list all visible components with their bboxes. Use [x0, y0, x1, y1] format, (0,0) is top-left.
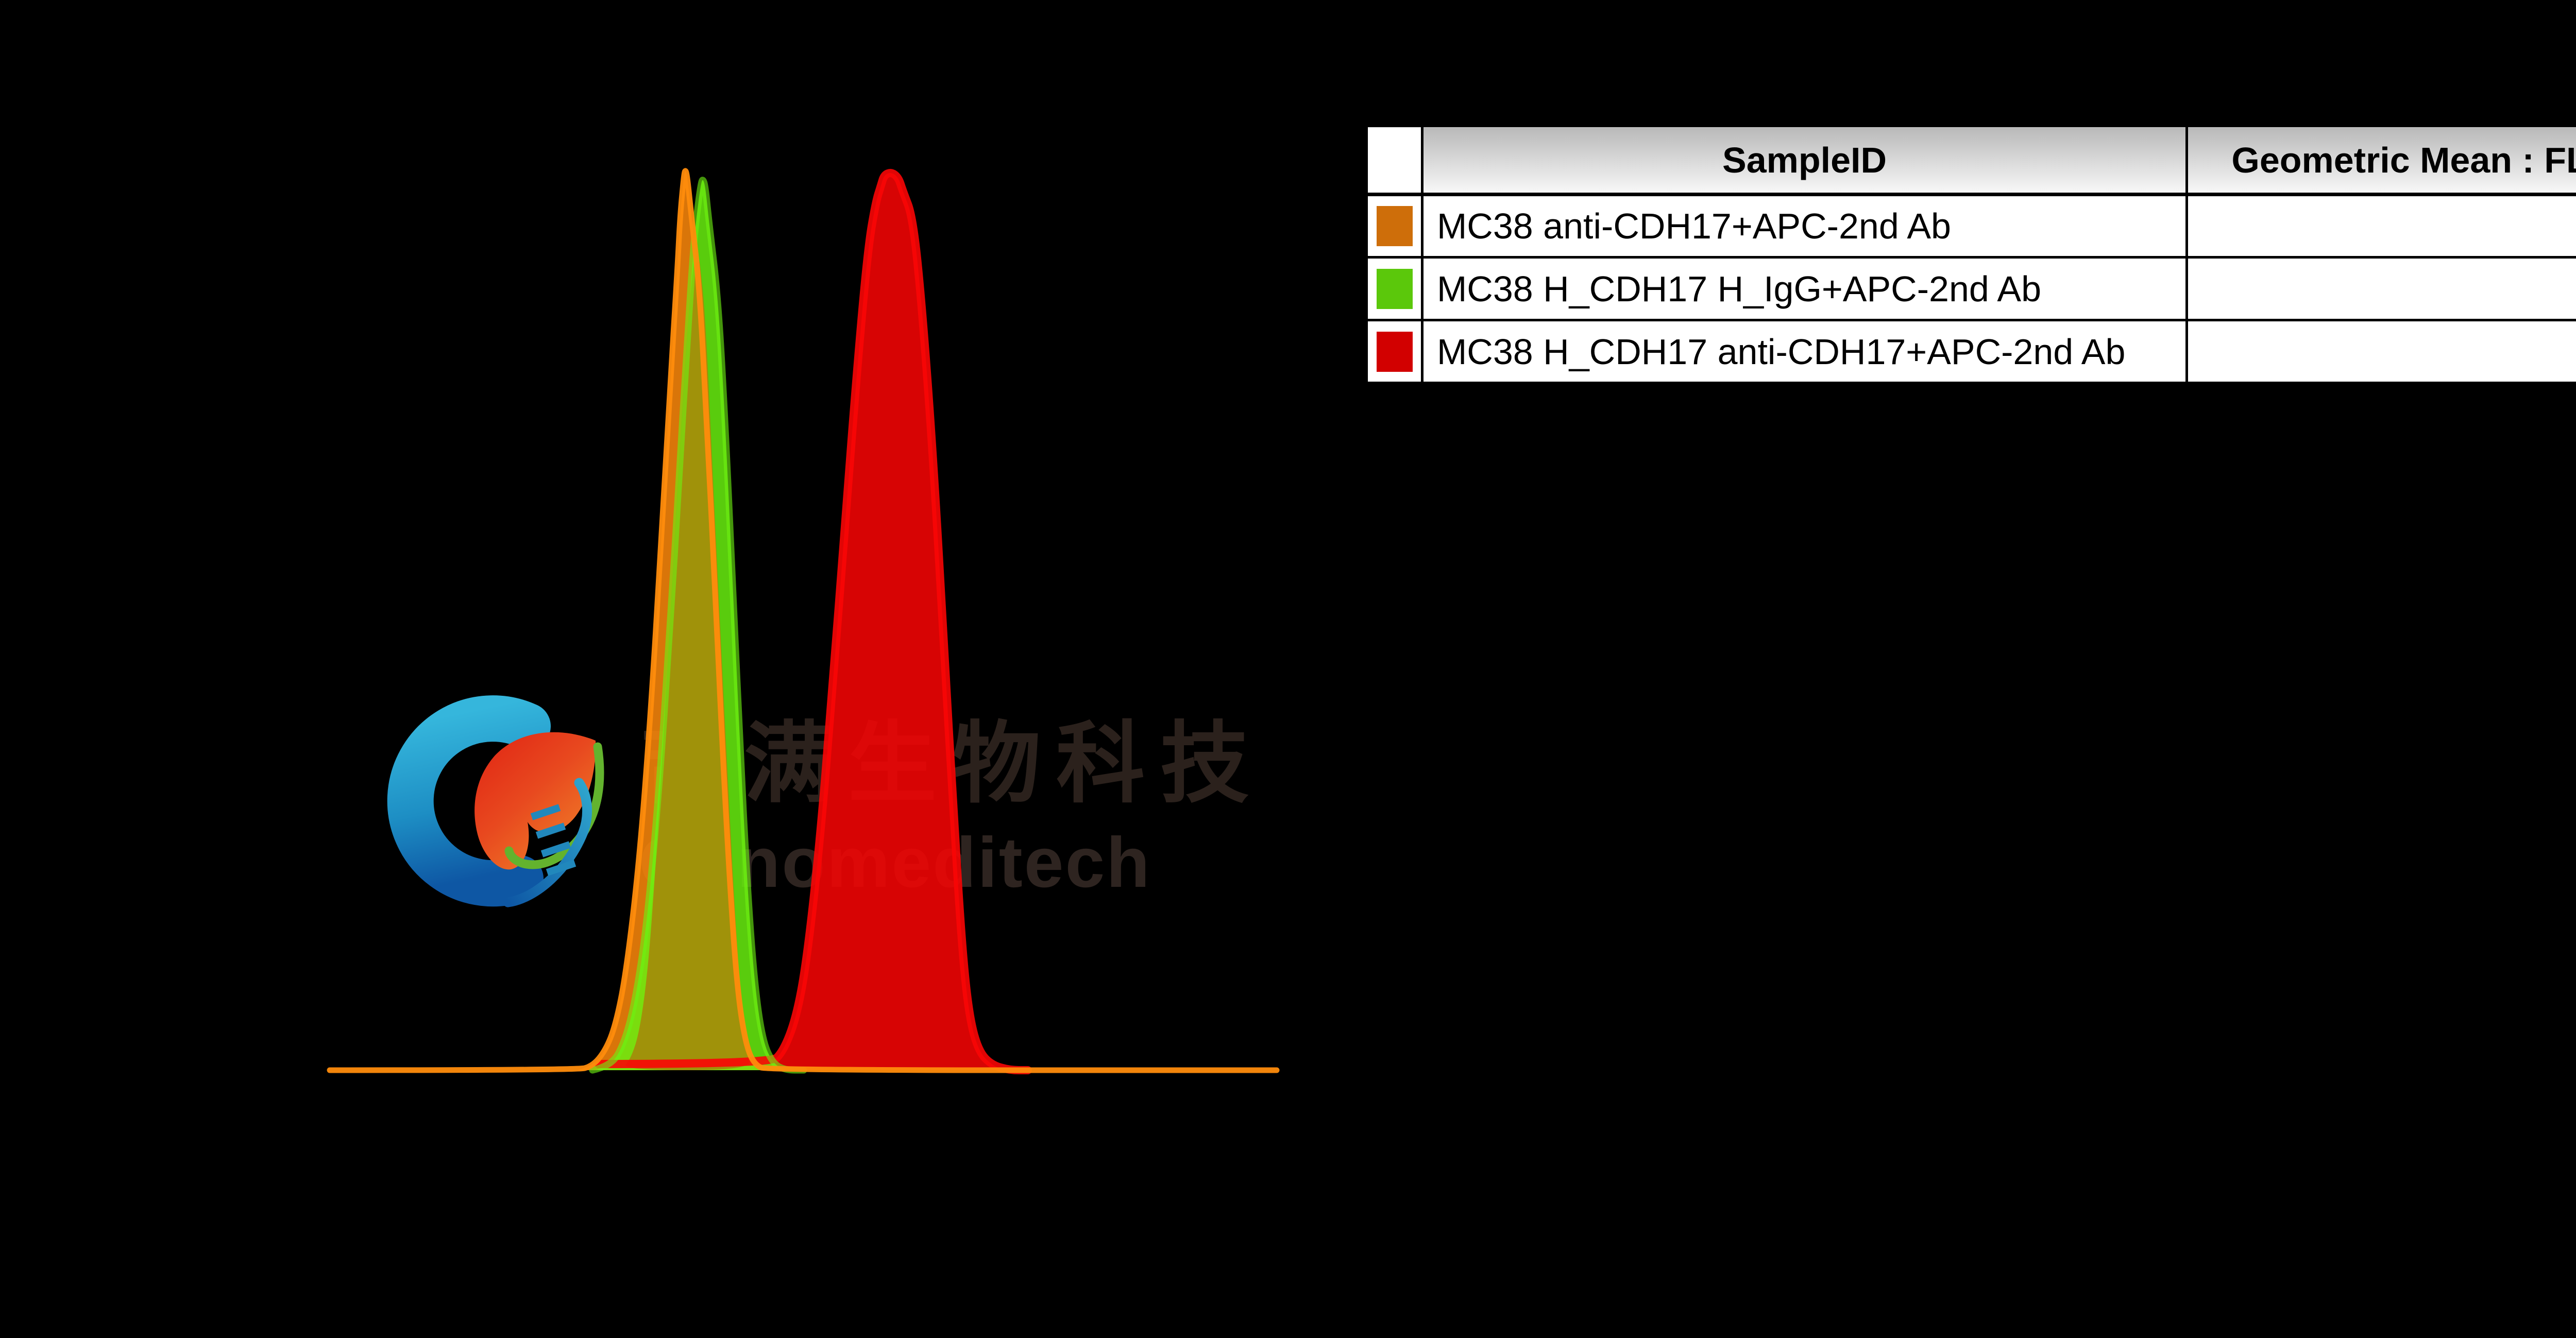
histogram-red-outline: [595, 168, 1032, 1074]
histogram-green-outline: [589, 177, 807, 1074]
histogram-overlap-fill: [625, 262, 750, 1070]
logo-green-strand: [504, 742, 604, 869]
legend-header-geomean: Geometric Mean : FL11-H: [2185, 125, 2576, 196]
red-series-swatch: [1376, 331, 1413, 372]
logo-blue-swirl: [387, 695, 551, 907]
geomean-value-cell: 1154: [2185, 193, 2576, 259]
legend-header-row: SampleID Geometric Mean : FL11-H: [1365, 125, 2576, 196]
sample-id-cell: MC38 H_CDH17 anti-CDH17+APC-2nd Ab: [1421, 319, 2188, 384]
legend-header-sampleid: SampleID: [1421, 125, 2188, 196]
geomean-value-cell: 55115: [2185, 319, 2576, 384]
legend-row-green: MC38 H_CDH17 H_IgG+APC-2nd Ab 1499: [1365, 256, 2576, 321]
green-series-swatch: [1376, 268, 1413, 309]
logo-red-flame: [474, 732, 596, 870]
logo-helix-strand: [503, 778, 592, 907]
legend-row-orange: MC38 anti-CDH17+APC-2nd Ab 1154: [1365, 193, 2576, 259]
legend-header-swatch: [1365, 125, 1423, 196]
histogram-outlines: [327, 168, 1280, 1074]
sample-id-cell: MC38 H_CDH17 H_IgG+APC-2nd Ab: [1421, 256, 2188, 321]
geomean-value-cell: 1499: [2185, 256, 2576, 321]
genomeditech-logo: [387, 695, 604, 907]
orange-series-swatch: [1376, 206, 1413, 246]
legend-table: SampleID Geometric Mean : FL11-H MC38 an…: [1365, 125, 2576, 384]
histogram-red-peak-fill: [598, 173, 1005, 1070]
legend-row-red: MC38 H_CDH17 anti-CDH17+APC-2nd Ab 55115: [1365, 319, 2576, 384]
logo-helix-rungs: [530, 804, 577, 876]
histogram-orange-outline-and-baseline: [327, 168, 1280, 1073]
sample-id-cell: MC38 anti-CDH17+APC-2nd Ab: [1421, 193, 2188, 259]
